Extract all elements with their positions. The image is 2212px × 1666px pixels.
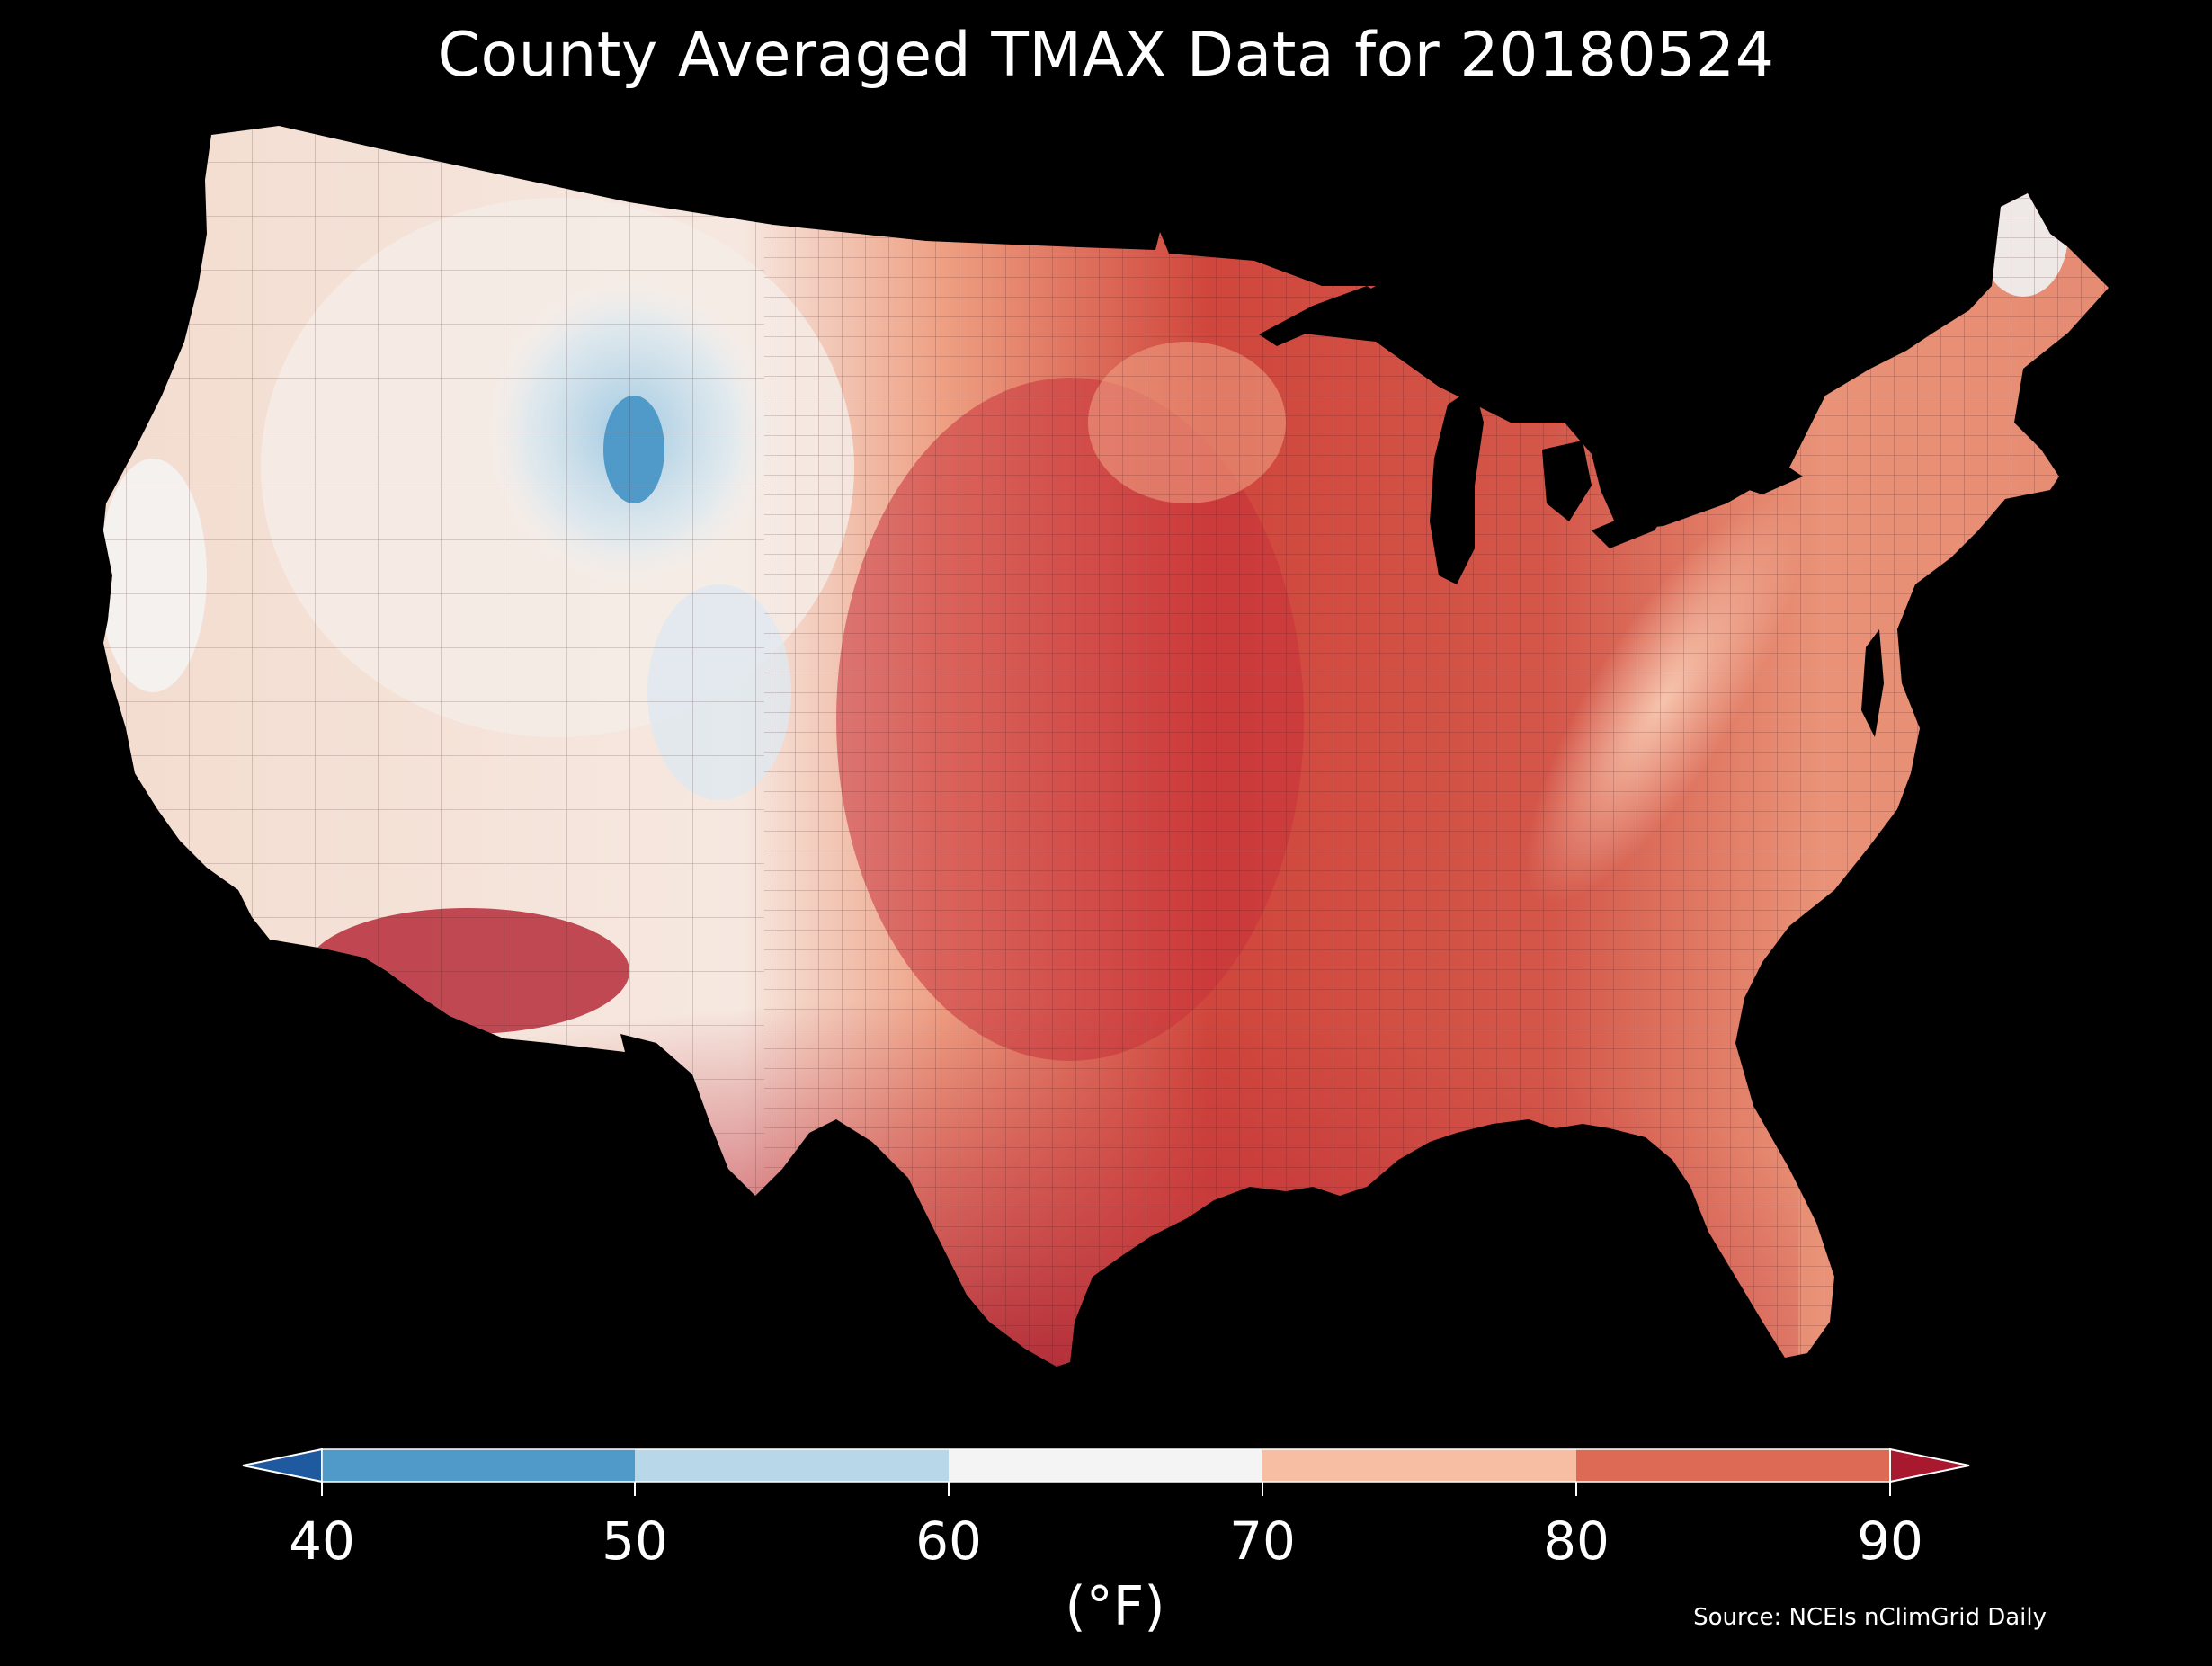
colorbar-frame bbox=[321, 1448, 1891, 1483]
colorbar-extend-high bbox=[1889, 1448, 1970, 1483]
colorbar-tick-label-50: 50 bbox=[602, 1510, 668, 1572]
map-title: County Averaged TMAX Data for 20180524 bbox=[437, 20, 1775, 91]
colorbar-tick-label-60: 60 bbox=[915, 1510, 982, 1572]
colorbar-bin-50-60 bbox=[635, 1449, 949, 1482]
source-credit: Source: NCEIs nClimGrid Daily bbox=[1693, 1604, 2047, 1631]
colorbar-tick-label-70: 70 bbox=[1229, 1510, 1296, 1572]
colorbar-bin-40-50 bbox=[322, 1449, 635, 1482]
colorbar-tick-label-90: 90 bbox=[1857, 1510, 1923, 1572]
us-map bbox=[103, 126, 2109, 1367]
great-lakes bbox=[1259, 286, 1803, 584]
colorbar-bin-70-80 bbox=[1262, 1449, 1576, 1482]
colorbar-unit-label: (°F) bbox=[1065, 1575, 1165, 1638]
colorbar-tick-label-80: 80 bbox=[1543, 1510, 1610, 1572]
colorbar-tick-label-40: 40 bbox=[289, 1510, 355, 1572]
western-county-borders bbox=[103, 126, 764, 1367]
lake-huron bbox=[1542, 441, 1592, 521]
colorbar-bin-80-90 bbox=[1576, 1449, 1890, 1482]
lake-ontario bbox=[1735, 468, 1803, 494]
chesapeake-bay bbox=[1861, 629, 1884, 737]
lake-erie bbox=[1592, 503, 1672, 548]
eastern-county-borders bbox=[764, 126, 2109, 1367]
colorbar-extend-low bbox=[242, 1448, 323, 1483]
colorbar-bin-60-70 bbox=[949, 1449, 1262, 1482]
colorbar bbox=[242, 1448, 1970, 1496]
lake-michigan bbox=[1430, 387, 1484, 584]
lake-superior bbox=[1259, 286, 1385, 346]
